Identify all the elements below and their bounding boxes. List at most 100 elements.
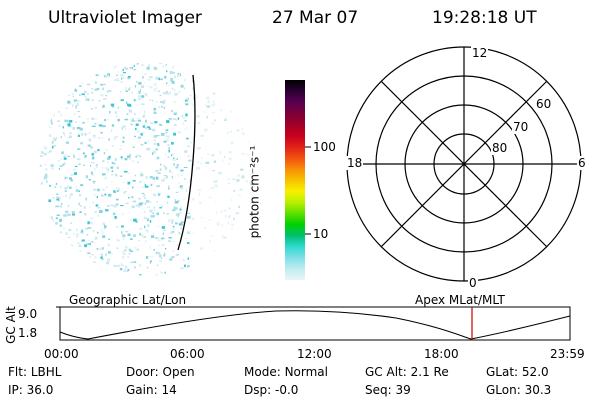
emission-speckle <box>70 222 72 224</box>
emission-speckle <box>114 79 116 81</box>
emission-speckle <box>135 156 138 158</box>
emission-speckle <box>65 141 69 144</box>
emission-speckle <box>138 202 143 206</box>
emission-speckle <box>116 187 119 189</box>
emission-speckle <box>168 149 170 153</box>
emission-speckle <box>142 115 145 118</box>
emission-speckle <box>180 186 183 190</box>
emission-speckle <box>212 100 215 104</box>
emission-speckle <box>88 239 90 241</box>
emission-speckle <box>129 67 133 70</box>
emission-speckle <box>72 95 74 98</box>
emission-speckle <box>139 227 143 230</box>
emission-speckle <box>190 142 192 144</box>
emission-speckle <box>221 234 224 238</box>
polar-mlat-mlt-plot <box>346 46 582 282</box>
emission-speckle <box>67 213 71 216</box>
emission-speckle <box>70 193 73 196</box>
emission-speckle <box>176 199 180 202</box>
emission-speckle <box>124 67 127 69</box>
emission-speckle <box>238 231 240 234</box>
emission-speckle <box>137 140 140 142</box>
emission-speckle <box>104 270 106 272</box>
emission-speckle <box>94 118 97 120</box>
emission-speckle <box>205 161 210 164</box>
emission-speckle <box>79 205 82 207</box>
emission-speckle <box>222 159 224 162</box>
emission-speckle <box>72 249 74 251</box>
emission-speckle <box>168 237 172 239</box>
emission-speckle <box>186 212 191 214</box>
emission-speckle <box>57 88 61 90</box>
emission-speckle <box>128 86 132 89</box>
emission-speckle <box>44 164 47 166</box>
emission-speckle <box>117 190 119 192</box>
emission-speckle <box>149 201 152 203</box>
emission-speckle <box>65 210 69 214</box>
emission-speckle <box>100 65 103 69</box>
emission-speckle <box>129 238 133 240</box>
emission-speckle <box>79 190 80 192</box>
emission-speckle <box>180 267 184 269</box>
emission-speckle <box>87 137 91 140</box>
emission-speckle <box>44 75 48 77</box>
emission-speckle <box>119 263 123 265</box>
emission-speckle <box>53 145 57 147</box>
emission-speckle <box>143 114 146 116</box>
emission-speckle <box>184 150 188 153</box>
emission-speckle <box>85 197 88 201</box>
emission-speckle <box>55 254 58 256</box>
emission-speckle <box>174 199 176 201</box>
emission-speckle <box>164 75 167 79</box>
emission-speckle <box>146 231 149 233</box>
emission-speckle <box>187 257 190 260</box>
emission-speckle <box>40 151 44 153</box>
emission-speckle <box>192 79 194 83</box>
emission-speckle <box>145 176 148 179</box>
emission-speckle <box>177 215 180 218</box>
emission-speckle <box>122 253 126 255</box>
emission-speckle <box>194 84 197 86</box>
info-dsp: Dsp: -0.0 <box>244 383 299 397</box>
emission-speckle <box>223 209 226 212</box>
emission-speckle <box>144 196 146 199</box>
emission-speckle <box>176 244 180 246</box>
emission-speckle <box>50 80 53 83</box>
emission-speckle <box>124 158 128 161</box>
emission-speckle <box>159 62 163 65</box>
emission-speckle <box>156 176 159 180</box>
emission-speckle <box>226 178 230 181</box>
emission-speckle <box>252 140 253 143</box>
emission-speckle <box>180 169 184 172</box>
emission-speckle <box>69 66 71 68</box>
emission-speckle <box>61 151 64 155</box>
emission-speckle <box>101 247 105 250</box>
emission-speckle <box>94 106 98 109</box>
emission-speckle <box>239 188 243 191</box>
emission-speckle <box>241 153 246 155</box>
emission-speckle <box>70 179 73 182</box>
emission-speckle <box>128 248 131 252</box>
emission-speckle <box>171 87 174 90</box>
emission-speckle <box>228 273 230 276</box>
emission-speckle <box>166 120 170 123</box>
emission-speckle <box>174 88 176 92</box>
emission-speckle <box>63 214 67 217</box>
emission-speckle <box>169 144 171 146</box>
emission-speckle <box>73 254 76 257</box>
emission-speckle <box>248 140 252 143</box>
emission-speckle <box>77 100 81 103</box>
emission-speckle <box>76 72 81 76</box>
emission-speckle <box>131 160 135 162</box>
emission-speckle <box>115 226 119 228</box>
emission-speckle <box>187 265 191 268</box>
emission-speckle <box>115 77 119 81</box>
emission-speckle <box>146 147 150 151</box>
emission-speckle <box>242 251 244 253</box>
emission-speckle <box>171 256 174 258</box>
altitude-ytick-low: 1.8 <box>18 326 38 340</box>
emission-speckle <box>160 271 163 274</box>
emission-speckle <box>77 270 80 273</box>
emission-speckle <box>119 148 122 150</box>
emission-speckle <box>115 173 118 177</box>
